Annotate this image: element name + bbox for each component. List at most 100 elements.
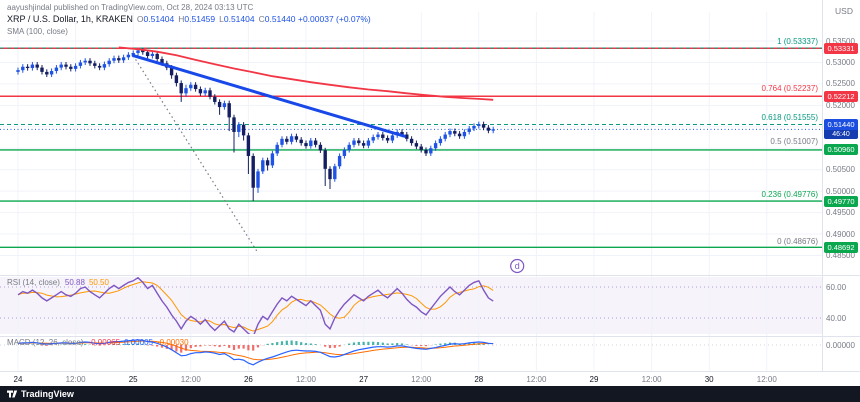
macd-histogram-bar [98, 345, 101, 346]
candle-body [251, 155, 255, 188]
ohlc-values: O0.51404 H0.51459 L0.51404 C0.51440 +0.0003… [133, 14, 371, 24]
candle-body [54, 67, 59, 72]
sma-indicator-legend[interactable]: SMA (100, close) [7, 27, 68, 36]
price-axis-badge: 0.48692 [824, 241, 858, 253]
macd-histogram-bar [300, 342, 303, 345]
macd-histogram-bar [252, 345, 255, 351]
candle-body [385, 137, 390, 141]
open-label: O [136, 14, 144, 24]
macd-histogram-bar [376, 342, 380, 345]
macd-pane[interactable] [17, 339, 495, 366]
attribution-text: aayushjindal published on TradingView.co… [7, 3, 254, 12]
macd-line-value: 0.00005 [124, 338, 153, 347]
time-tick-label: 12:00 [65, 375, 86, 384]
candle-body [208, 90, 212, 97]
macd-histogram-bar [372, 341, 375, 345]
badge-price: 0.51440 [827, 120, 855, 130]
candle-body [131, 53, 135, 55]
time-tick-label: 12:00 [295, 375, 317, 384]
candle-body [184, 88, 188, 94]
candle-body [433, 143, 438, 149]
candle-body [337, 155, 342, 167]
macd-indicator-label[interactable]: MACD (12, 26, close) [7, 338, 84, 347]
price-tick-label: 0.50500 [826, 165, 855, 175]
macd-histogram-bar [314, 344, 317, 345]
candle-body [256, 171, 260, 188]
candle-body [361, 143, 366, 146]
price-axis-badge: 0.51440 46:40 [824, 119, 858, 140]
macd-histogram-bar [285, 340, 288, 345]
macd-histogram-bar [175, 345, 178, 352]
candle-body [232, 117, 236, 132]
currency-label: USD [835, 6, 853, 16]
candle-body [333, 166, 337, 180]
symbol-title[interactable]: XRP / U.S. Dollar, 1h, KRAKEN [7, 14, 133, 24]
dotted-projection-line [132, 55, 259, 254]
candle-body [203, 90, 207, 94]
macd-histogram-bar [108, 344, 111, 345]
svg-text:d: d [515, 261, 520, 271]
macd-histogram-value: -0.00065 [88, 338, 121, 347]
candle-body [457, 133, 462, 137]
d-emoji-marker[interactable]: d [510, 258, 525, 274]
badge-price: 0.48692 [827, 242, 855, 252]
candle-body [83, 60, 87, 63]
macd-line [17, 339, 494, 366]
macd-histogram-bar [338, 345, 341, 347]
candle-body [112, 58, 116, 61]
macd-histogram-bar [367, 341, 370, 345]
candle-body [376, 134, 380, 138]
candle-body [477, 124, 481, 126]
macd-histogram-bar [362, 341, 365, 345]
macd-histogram-bar [400, 343, 404, 345]
candle-body [400, 131, 404, 135]
macd-histogram-bar [295, 341, 298, 345]
rsi-ma-value: 50.50 [88, 278, 109, 287]
macd-histogram-bar [280, 341, 284, 345]
macd-histogram-bar [324, 345, 327, 347]
candle-body [16, 70, 20, 72]
macd-histogram-bar [276, 342, 279, 345]
price-pane[interactable] [0, 46, 822, 254]
rsi-pane[interactable] [17, 277, 494, 337]
candle-body [217, 101, 222, 108]
macd-histogram-bar [247, 345, 250, 351]
time-tick-label: 12:00 [411, 375, 432, 384]
candle-body [323, 150, 327, 169]
macd-histogram-bar [256, 345, 260, 348]
candle-body [88, 60, 92, 64]
candle-body [371, 137, 375, 141]
badge-price: 0.49770 [827, 196, 855, 206]
candle-body [227, 103, 231, 118]
price-tick-label: 0.50000 [826, 186, 855, 196]
candle-body [174, 75, 179, 84]
candle-body [318, 144, 323, 151]
candle-body [275, 144, 279, 154]
candle-body [491, 129, 495, 131]
rsi-value: 50.88 [64, 278, 85, 287]
candle-body [443, 134, 447, 139]
time-tick-label: 28 [474, 375, 484, 384]
candle-body [405, 134, 409, 139]
candle-body [121, 57, 126, 61]
macd-histogram-bar [420, 345, 423, 347]
candle-body [409, 138, 414, 144]
macd-histogram-bar [40, 345, 44, 346]
badge-price: 0.50960 [827, 145, 855, 155]
candle-body [49, 71, 54, 75]
rsi-indicator-label[interactable]: RSI (14, close) [7, 278, 60, 287]
candle-body [304, 143, 308, 147]
tradingview-logo[interactable]: TradingView [6, 388, 74, 400]
candle-body [213, 96, 217, 102]
rsi-tick-label: 40.00 [826, 313, 847, 323]
price-tick-label: 0.48500 [826, 251, 855, 260]
macd-histogram-bar [194, 345, 197, 347]
candle-body [352, 140, 356, 145]
time-tick-label: 12:00 [641, 375, 662, 384]
candle-body [150, 53, 155, 57]
time-tick-label: 12:00 [526, 375, 547, 384]
candle-body [429, 148, 433, 154]
macd-histogram-bar [304, 343, 308, 345]
candle-body [481, 124, 486, 128]
